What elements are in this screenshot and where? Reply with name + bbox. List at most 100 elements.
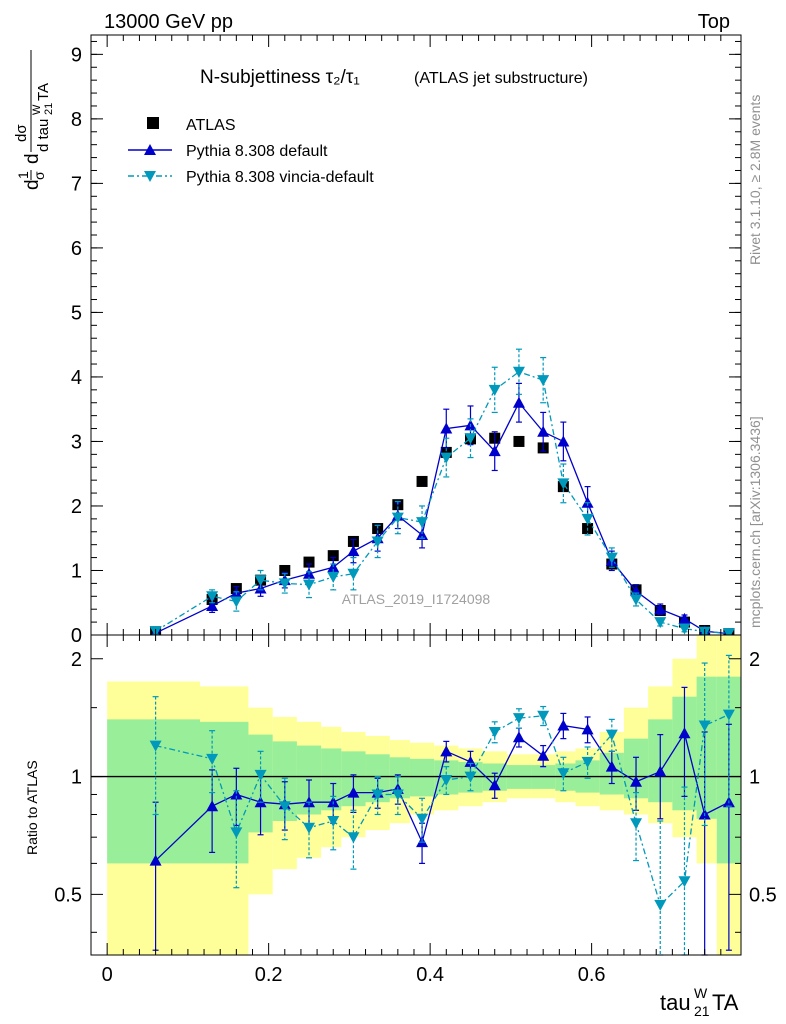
atlas-point <box>327 550 339 562</box>
green-band <box>409 758 435 797</box>
svg-text:TA: TA <box>35 83 52 101</box>
svg-text:tau: tau <box>660 990 691 1015</box>
ratio-default-point <box>630 775 643 787</box>
default-point <box>488 445 501 457</box>
x-tick-label: 0.6 <box>578 964 606 986</box>
default-point <box>512 396 525 408</box>
ratio-default-point <box>605 760 618 772</box>
svg-text:TA: TA <box>712 990 739 1015</box>
ratio-y-tick-label-right: 2 <box>749 649 760 671</box>
ratio-vincia-point <box>537 710 550 722</box>
default-point <box>206 599 219 611</box>
ratio-vincia-point <box>630 818 643 830</box>
green-band <box>200 721 249 864</box>
ratio-default-point <box>488 779 501 791</box>
ratio-vincia-point <box>416 813 429 825</box>
svg-text:21: 21 <box>694 1003 710 1019</box>
atlas-point <box>416 475 428 487</box>
vincia-point <box>464 433 477 445</box>
ratio-vincia-point <box>347 832 360 844</box>
ratio-vincia-line <box>155 713 730 907</box>
ratio-default-point <box>347 786 360 798</box>
svg-text:W: W <box>694 985 708 1001</box>
rivet-label: Rivet 3.1.10, ≥ 2.8M events <box>747 95 763 265</box>
ratio-y-tick-label: 1 <box>71 767 82 789</box>
vincia-point <box>303 579 316 591</box>
default-point <box>654 603 667 615</box>
ratio-y-tick-label: 2 <box>71 649 82 671</box>
main-plot-panel: 0 1 2 3 4 5 6 7 8 9 <box>71 34 742 647</box>
svg-text:d: d <box>22 153 43 164</box>
ratio-y-axis-label: Ratio to ATLAS <box>24 760 40 855</box>
vincia-point <box>605 552 618 564</box>
main-y-axis-label: d 1 σ d dσ d tau 21 W TA <box>13 50 55 190</box>
ratio-default-point <box>654 765 667 777</box>
ratio-vincia-point <box>722 709 735 721</box>
ratio-plot-panel: 0.5 0.5 1 1 2 2 0 0.2 0.4 0.6 <box>54 634 777 986</box>
vincia-point <box>391 512 404 524</box>
vincia-point <box>371 536 384 548</box>
ratio-default-point <box>149 854 162 866</box>
ratio-vincia-point <box>230 827 243 839</box>
ratio-vincia-point <box>278 801 291 813</box>
ratio-default-point <box>464 755 477 767</box>
default-point <box>678 612 691 624</box>
ratio-vincia-point <box>303 822 316 834</box>
svg-text:d: d <box>22 179 43 190</box>
ratio-vincia-point <box>605 729 618 741</box>
legend-label-atlas: ATLAS <box>186 117 236 134</box>
ratio-vincia-point <box>327 815 340 827</box>
analysis-id: ATLAS_2019_I1724098 <box>342 591 491 607</box>
vincia-point <box>327 571 340 583</box>
legend-label-vincia: Pythia 8.308 vincia-default <box>186 169 374 186</box>
vincia-point <box>488 384 501 396</box>
svg-text:dσ: dσ <box>13 124 30 142</box>
ratio-default-point <box>537 749 550 761</box>
ratio-default-point <box>440 745 453 757</box>
ratio-vincia-point <box>488 726 501 738</box>
ratio-vincia-point <box>440 774 453 786</box>
legend-label-default: Pythia 8.308 default <box>186 143 328 160</box>
atlas-point <box>279 564 291 576</box>
atlas-point <box>440 446 452 458</box>
y-tick-label: 9 <box>71 44 82 66</box>
default-point <box>440 422 453 434</box>
ratio-default-point <box>512 731 525 743</box>
default-point <box>557 435 570 447</box>
x-tick-label: 0 <box>102 964 113 986</box>
vincia-point <box>537 375 550 387</box>
ratio-vincia-point <box>254 769 267 781</box>
y-tick-label: 8 <box>71 109 82 131</box>
y-tick-label: 1 <box>71 560 82 582</box>
ratio-y-tick-label-right: 1 <box>749 767 760 789</box>
ratio-vincia-point <box>512 713 525 725</box>
vincia-point <box>206 591 219 603</box>
vincia-line <box>155 371 729 634</box>
ratio-vincia-point <box>391 789 404 801</box>
ratio-default-point <box>206 800 219 812</box>
vincia-point <box>230 596 243 608</box>
ratio-vincia-point <box>206 753 219 765</box>
ratio-vincia-point <box>581 756 594 768</box>
vincia-point <box>416 517 429 529</box>
green-band <box>389 757 410 799</box>
ratio-vincia-point <box>464 771 477 783</box>
y-tick-label: 0 <box>71 625 82 647</box>
ratio-default-point <box>678 727 691 739</box>
chart-subtitle: (ATLAS jet substructure) <box>414 70 588 87</box>
default-point <box>347 545 360 557</box>
svg-text:1: 1 <box>15 171 31 179</box>
ratio-vincia-point <box>654 899 667 911</box>
svg-text:21: 21 <box>43 103 55 115</box>
ratio-vincia-point <box>557 768 570 780</box>
y-tick-label: 2 <box>71 496 82 518</box>
ratio-default-point <box>581 723 594 735</box>
y-tick-label: 4 <box>71 367 82 389</box>
ratio-vincia-point <box>371 789 384 801</box>
x-axis-label: tau 21 W TA <box>660 985 739 1019</box>
y-tick-label: 5 <box>71 302 82 324</box>
y-tick-label: 3 <box>71 431 82 453</box>
legend: ATLAS Pythia 8.308 default Pythia 8.308 … <box>128 117 374 186</box>
vincia-point <box>630 594 643 606</box>
